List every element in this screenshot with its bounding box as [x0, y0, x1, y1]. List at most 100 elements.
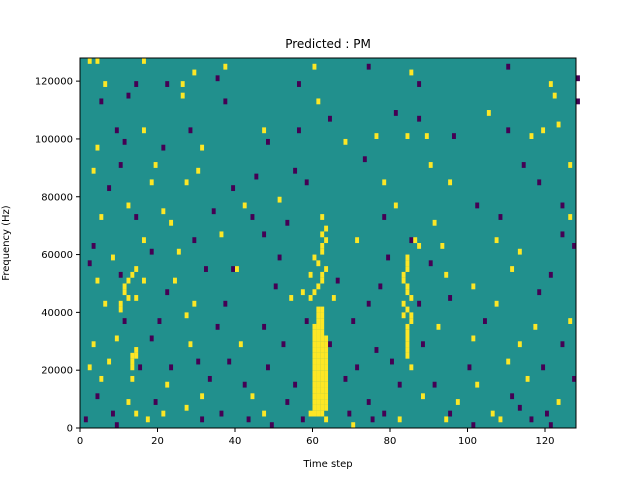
- heatmap-cell: [405, 352, 410, 359]
- heatmap-cell: [231, 266, 236, 272]
- heatmap-cell: [312, 329, 317, 336]
- heatmap-cell: [176, 248, 181, 255]
- heatmap-cell: [490, 410, 495, 417]
- heatmap-cell: [537, 289, 542, 296]
- heatmap-cell: [130, 375, 135, 382]
- heatmap-cell: [207, 375, 212, 382]
- heatmap-cell: [413, 237, 418, 244]
- heatmap-cell: [173, 277, 177, 284]
- heatmap-cell: [366, 63, 371, 70]
- heatmap-cell: [114, 127, 119, 134]
- heatmap-cell: [219, 410, 224, 417]
- heatmap-cell: [510, 266, 515, 272]
- heatmap-cell: [324, 358, 329, 365]
- heatmap-cell: [320, 404, 325, 411]
- heatmap-cell: [192, 300, 197, 307]
- heatmap-cell: [192, 69, 197, 76]
- heatmap-cell: [289, 295, 294, 301]
- plot-frame: [79, 57, 577, 429]
- heatmap-cell: [91, 167, 96, 174]
- heatmap-cell: [328, 115, 332, 122]
- heatmap-cell: [366, 300, 371, 307]
- heatmap-cell: [320, 318, 325, 324]
- heatmap-cell: [184, 179, 189, 186]
- heatmap-cell: [382, 214, 387, 220]
- heatmap-cell: [316, 329, 321, 336]
- heatmap-cell: [382, 179, 387, 186]
- heatmap-cell: [130, 271, 135, 278]
- heatmap-cell: [122, 138, 127, 145]
- heatmap-cell: [316, 352, 321, 359]
- heatmap-cell: [262, 323, 267, 330]
- heatmap-cell: [308, 271, 313, 278]
- heatmap-cell: [304, 179, 309, 186]
- heatmap-cell: [118, 162, 123, 168]
- heatmap-cell: [316, 323, 321, 330]
- heatmap-cell: [548, 81, 553, 87]
- heatmap-cell: [552, 92, 557, 99]
- heatmap-cell: [320, 387, 325, 394]
- heatmap-cell: [347, 410, 352, 417]
- heatmap-cell: [471, 335, 476, 342]
- heatmap-cell: [521, 162, 526, 168]
- heatmap-cell: [401, 271, 406, 278]
- heatmap-cell: [312, 364, 317, 371]
- heatmap-cell: [351, 422, 356, 429]
- heatmap-cell: [188, 341, 193, 348]
- x-axis: 0 20 40 60 80 100 120: [77, 428, 555, 447]
- heatmap-cell: [254, 173, 259, 180]
- heatmap-cell: [320, 393, 325, 400]
- heatmap-cell: [471, 422, 476, 429]
- heatmap-cell: [355, 364, 360, 371]
- heatmap-cell: [316, 283, 321, 290]
- heatmap-cell: [281, 341, 286, 348]
- heatmap-cell: [312, 254, 317, 261]
- heatmap-cell: [390, 358, 394, 365]
- heatmap-cell: [83, 416, 88, 423]
- heatmap-cell: [556, 399, 561, 405]
- heatmap-cell: [405, 306, 410, 313]
- heatmap-cell: [111, 410, 115, 417]
- heatmap-cell: [312, 347, 317, 353]
- heatmap-cell: [192, 237, 197, 244]
- y-axis: 0 20000 40000 60000 80000 100000 120000: [35, 77, 80, 435]
- heatmap-cell: [138, 364, 143, 371]
- heatmap-cell: [114, 422, 119, 429]
- heatmap-cell: [374, 347, 379, 353]
- heatmap-cell: [161, 144, 166, 151]
- heatmap-cell: [343, 375, 348, 382]
- heatmap-cell: [91, 243, 96, 249]
- heatmap-cell: [444, 416, 449, 423]
- heatmap-cell: [316, 335, 321, 342]
- heatmap-cell: [320, 248, 325, 255]
- y-tick-label: 20000: [41, 366, 73, 377]
- heatmap-cell: [107, 185, 112, 192]
- heatmap-cell: [312, 393, 317, 400]
- heatmap-cell: [316, 381, 321, 388]
- heatmap-cell: [223, 63, 228, 70]
- heatmap-cell: [320, 347, 325, 353]
- heatmap-cell: [324, 335, 329, 342]
- heatmap-cell: [95, 277, 100, 284]
- y-tick-label: 80000: [41, 192, 73, 203]
- heatmap-cell: [99, 214, 104, 220]
- heatmap-cell: [560, 202, 565, 209]
- heatmap-cell: [312, 410, 317, 417]
- heatmap-cell: [250, 214, 255, 220]
- heatmap-cell: [200, 144, 205, 151]
- heatmap-cell: [196, 358, 201, 365]
- heatmap-cell: [405, 283, 410, 290]
- heatmap-cell: [545, 410, 549, 417]
- heatmap-cell: [483, 318, 487, 324]
- heatmap-cell: [560, 341, 565, 348]
- heatmap-cell: [320, 370, 325, 377]
- heatmap-cell: [324, 404, 329, 411]
- heatmap-cell: [312, 335, 317, 342]
- heatmap-cell: [312, 289, 317, 296]
- heatmap-cell: [324, 370, 329, 377]
- heatmap-cell: [99, 98, 104, 105]
- y-tick-label: 40000: [41, 308, 73, 319]
- heatmap-cell: [475, 202, 480, 209]
- heatmap-cell: [448, 179, 453, 186]
- heatmap-cell: [405, 347, 410, 353]
